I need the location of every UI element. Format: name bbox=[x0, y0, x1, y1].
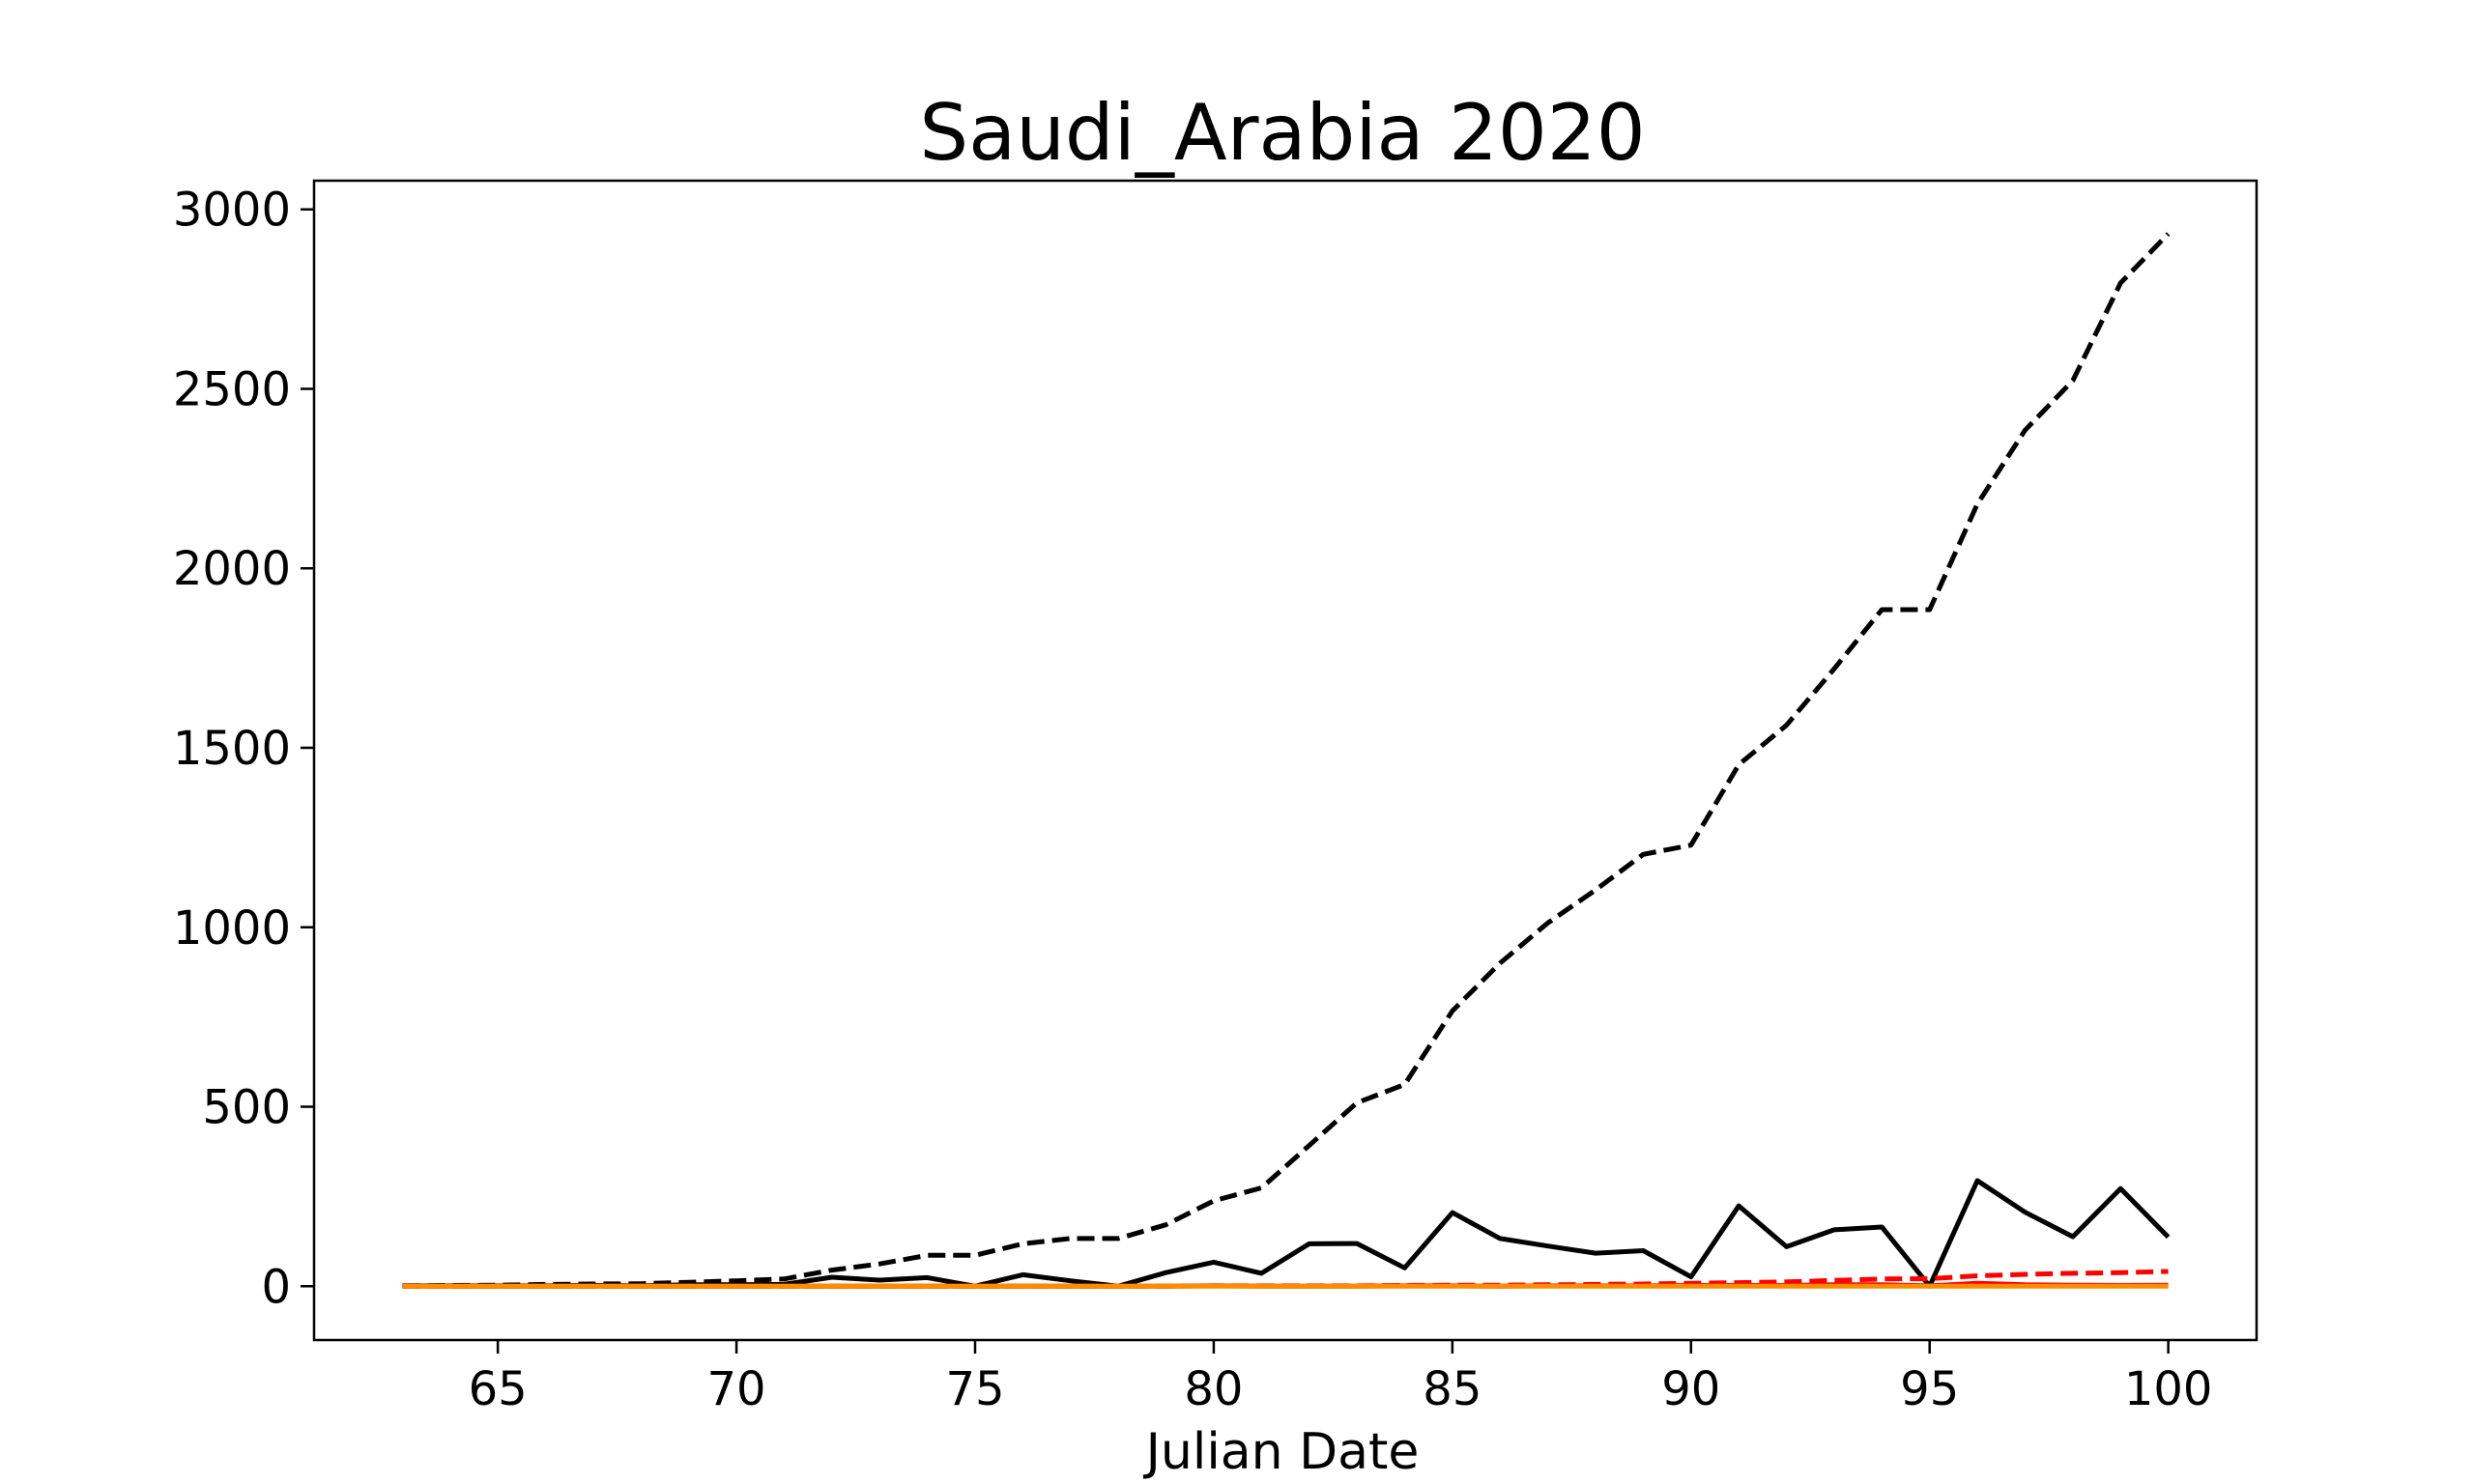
chart-title: Saudi_Arabia 2020 bbox=[919, 88, 1645, 178]
x-tick-label: 80 bbox=[1184, 1362, 1243, 1416]
y-tick-label: 500 bbox=[202, 1081, 291, 1135]
y-tick-label: 1500 bbox=[173, 722, 291, 776]
y-tick-label: 3000 bbox=[173, 184, 291, 238]
plot-frame bbox=[312, 179, 2258, 1342]
plot-area bbox=[402, 232, 2171, 1289]
x-tick-label: 70 bbox=[707, 1362, 766, 1416]
y-tick-label: 2500 bbox=[173, 362, 291, 416]
axis-ticks: 65 70 75 80 85 90 95 10005001000150020002500300… bbox=[173, 184, 2213, 1416]
series-line-2 bbox=[402, 1178, 2171, 1289]
y-tick-label: 2000 bbox=[173, 542, 291, 596]
x-axis-title: Julian Date bbox=[1143, 1423, 1420, 1481]
x-tick-label: 90 bbox=[1661, 1362, 1720, 1416]
x-tick-label: 100 bbox=[2124, 1362, 2213, 1416]
x-tick-label: 85 bbox=[1423, 1362, 1482, 1416]
x-tick-label: 95 bbox=[1900, 1362, 1959, 1416]
x-tick-label: 65 bbox=[469, 1362, 528, 1416]
x-tick-label: 75 bbox=[945, 1362, 1004, 1416]
y-tick-label: 0 bbox=[261, 1260, 291, 1314]
y-tick-label: 1000 bbox=[173, 901, 291, 956]
series-line-1 bbox=[402, 232, 2171, 1289]
